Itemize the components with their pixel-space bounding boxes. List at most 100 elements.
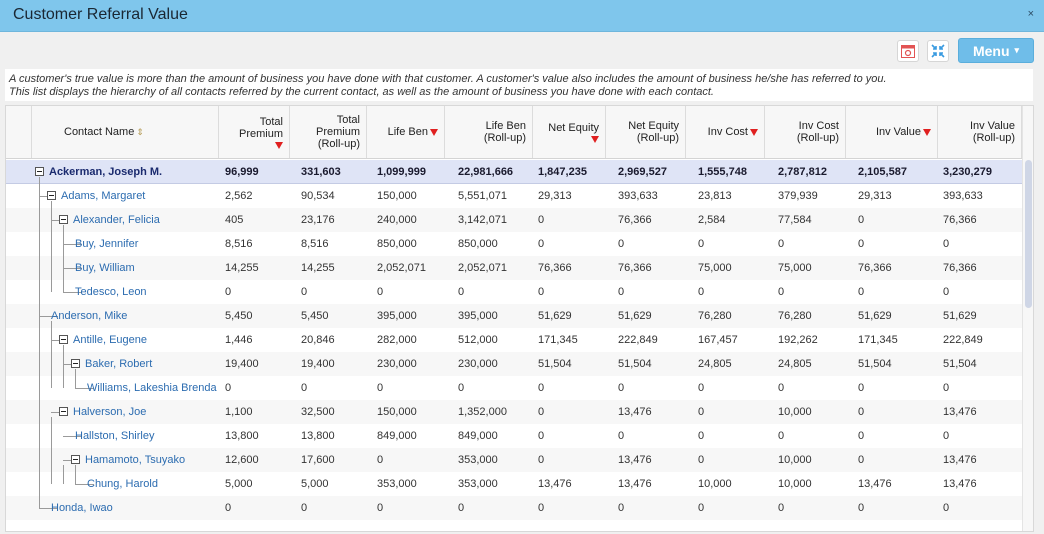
contact-name-link[interactable]: Chung, Harold [87, 478, 158, 490]
header-total-premium[interactable]: Total Premium [219, 106, 290, 158]
contact-name-link[interactable]: Anderson, Mike [51, 310, 128, 322]
value-cell: 171,345 [538, 334, 578, 346]
collapse-button[interactable] [927, 40, 949, 62]
value-cell: 282,000 [377, 334, 417, 346]
header-label: Net Equity [548, 121, 599, 134]
header-inv-cost-rollup[interactable]: Inv Cost (Roll-up) [765, 106, 846, 158]
value-cell: 512,000 [458, 334, 498, 346]
table-row[interactable]: Hallston, Shirley 13,800 13,800 849,000 849,… [6, 424, 1022, 448]
table-row[interactable]: Ackerman, Joseph M. 96,999 331,603 1,099,99… [6, 160, 1022, 184]
collapse-toggle-icon[interactable] [71, 455, 80, 464]
filter-icon [923, 128, 931, 136]
header-life-ben[interactable]: Life Ben [367, 106, 445, 158]
header-label: (Roll-up) [636, 132, 679, 144]
table-row[interactable]: Buy, Jennifer 8,516 8,516 850,000 850,000 0 0 0… [6, 232, 1022, 256]
value-cell: 353,000 [377, 478, 417, 490]
collapse-toggle-icon[interactable] [59, 407, 68, 416]
table-row[interactable]: Honda, Iwao 0 0 0 0 0 0 0 0 0 0 [6, 496, 1022, 520]
header-life-ben-rollup[interactable]: Life Ben (Roll-up) [445, 106, 533, 158]
contact-name-link[interactable]: Hamamoto, Tsuyako [85, 454, 186, 466]
contact-name-link[interactable]: Halverson, Joe [73, 406, 147, 418]
value-cell: 0 [377, 454, 384, 466]
table-row[interactable]: Williams, Lakeshia Brenda 0 0 0 0 0 0 0 0 0 0 [6, 376, 1022, 400]
collapse-icon [931, 44, 945, 58]
tree-connector [75, 388, 94, 389]
value-cell: 76,280 [778, 310, 812, 322]
calendar-button[interactable] [897, 40, 919, 62]
value-cell: 76,366 [618, 214, 652, 226]
value-cell: 1,099,999 [377, 166, 426, 178]
contact-name-link[interactable]: Williams, Lakeshia Brenda [87, 382, 217, 394]
contact-name-link[interactable]: Hallston, Shirley [75, 430, 155, 442]
collapse-toggle-icon[interactable] [35, 167, 44, 176]
table-row[interactable]: Antille, Eugene 1,446 20,846 282,000 512,000… [6, 328, 1022, 352]
collapse-toggle-icon[interactable] [59, 215, 68, 224]
table-row[interactable]: Chung, Harold 5,000 5,000 353,000 353,000 13,… [6, 472, 1022, 496]
scrollbar-thumb[interactable] [1025, 160, 1032, 308]
header-label: Life Ben [485, 120, 526, 132]
value-cell: 13,476 [943, 454, 977, 466]
table-row[interactable]: Alexander, Felicia 405 23,176 240,000 3,142,… [6, 208, 1022, 232]
value-cell: 90,534 [301, 190, 335, 202]
table-row[interactable]: Tedesco, Leon 0 0 0 0 0 0 0 0 0 0 [6, 280, 1022, 304]
sort-icon: ⇕ [136, 127, 144, 137]
table-row[interactable]: Hamamoto, Tsuyako 12,600 17,600 0 353,000 0 13… [6, 448, 1022, 472]
filter-icon [750, 128, 758, 136]
value-cell: 0 [538, 430, 545, 442]
contact-name-link[interactable]: Honda, Iwao [51, 502, 113, 514]
value-cell: 2,052,071 [377, 262, 426, 274]
tree-connector [51, 417, 52, 484]
tree-connector [75, 369, 76, 388]
description-line-1: A customer's true value is more than the… [9, 73, 887, 85]
header-total-premium-rollup[interactable]: Total Premium (Roll-up) [290, 106, 367, 158]
contact-name-link[interactable]: Baker, Robert [85, 358, 153, 370]
table-row[interactable]: Buy, William 14,255 14,255 2,052,071 2,052,0… [6, 256, 1022, 280]
contact-name-link[interactable]: Tedesco, Leon [75, 286, 147, 298]
value-cell: 96,999 [225, 166, 259, 178]
value-cell: 76,366 [538, 262, 572, 274]
close-button[interactable]: × [1027, 8, 1034, 20]
menu-label: Menu [972, 42, 1010, 59]
value-cell: 13,800 [225, 430, 259, 442]
value-cell: 0 [458, 382, 465, 394]
value-cell: 23,813 [698, 190, 732, 202]
contact-name-link[interactable]: Adams, Margaret [61, 190, 146, 202]
contact-name-link[interactable]: Alexander, Felicia [73, 214, 160, 226]
value-cell: 2,787,812 [778, 166, 827, 178]
value-cell: 0 [538, 502, 545, 514]
vertical-scrollbar[interactable] [1022, 106, 1033, 531]
header-net-equity-rollup[interactable]: Net Equity (Roll-up) [606, 106, 686, 158]
tree-connector [63, 465, 64, 484]
contact-name-link[interactable]: Buy, William [75, 262, 135, 274]
table-row[interactable]: Anderson, Mike 5,450 5,450 395,000 395,000 51… [6, 304, 1022, 328]
value-cell: 22,981,666 [458, 166, 514, 178]
header-contact-name[interactable]: Contact Name ⇕ [32, 106, 219, 158]
tree-connector [75, 484, 94, 485]
collapse-toggle-icon[interactable] [47, 191, 56, 200]
value-cell: 0 [618, 286, 625, 298]
collapse-toggle-icon[interactable] [59, 335, 68, 344]
collapse-toggle-icon[interactable] [71, 359, 80, 368]
referral-grid: Contact Name ⇕ Total Premium Total Premiu… [5, 105, 1034, 532]
menu-button[interactable]: Menu ▾ [958, 38, 1034, 63]
header-label: Life Ben [387, 126, 428, 138]
value-cell: 222,849 [618, 334, 658, 346]
contact-name-link[interactable]: Buy, Jennifer [75, 238, 139, 250]
value-cell: 0 [778, 286, 785, 298]
table-row[interactable]: Adams, Margaret 2,562 90,534 150,000 5,551,0… [6, 184, 1022, 208]
header-net-equity[interactable]: Net Equity [533, 106, 606, 158]
value-cell: 29,313 [858, 190, 892, 202]
header-inv-value-rollup[interactable]: Inv Value (Roll-up) [938, 106, 1022, 158]
table-row[interactable]: Baker, Robert 19,400 19,400 230,000 230,000 5… [6, 352, 1022, 376]
filter-icon [591, 135, 599, 143]
value-cell: 0 [377, 502, 384, 514]
header-inv-value[interactable]: Inv Value [846, 106, 938, 158]
value-cell: 2,562 [225, 190, 253, 202]
table-row[interactable]: Halverson, Joe 1,100 32,500 150,000 1,352,00… [6, 400, 1022, 424]
value-cell: 0 [225, 382, 232, 394]
tree-connector [63, 345, 64, 388]
tree-connector [39, 316, 58, 317]
contact-name-link[interactable]: Ackerman, Joseph M. [49, 166, 163, 178]
contact-name-link[interactable]: Antille, Eugene [73, 334, 147, 346]
header-inv-cost[interactable]: Inv Cost [686, 106, 765, 158]
